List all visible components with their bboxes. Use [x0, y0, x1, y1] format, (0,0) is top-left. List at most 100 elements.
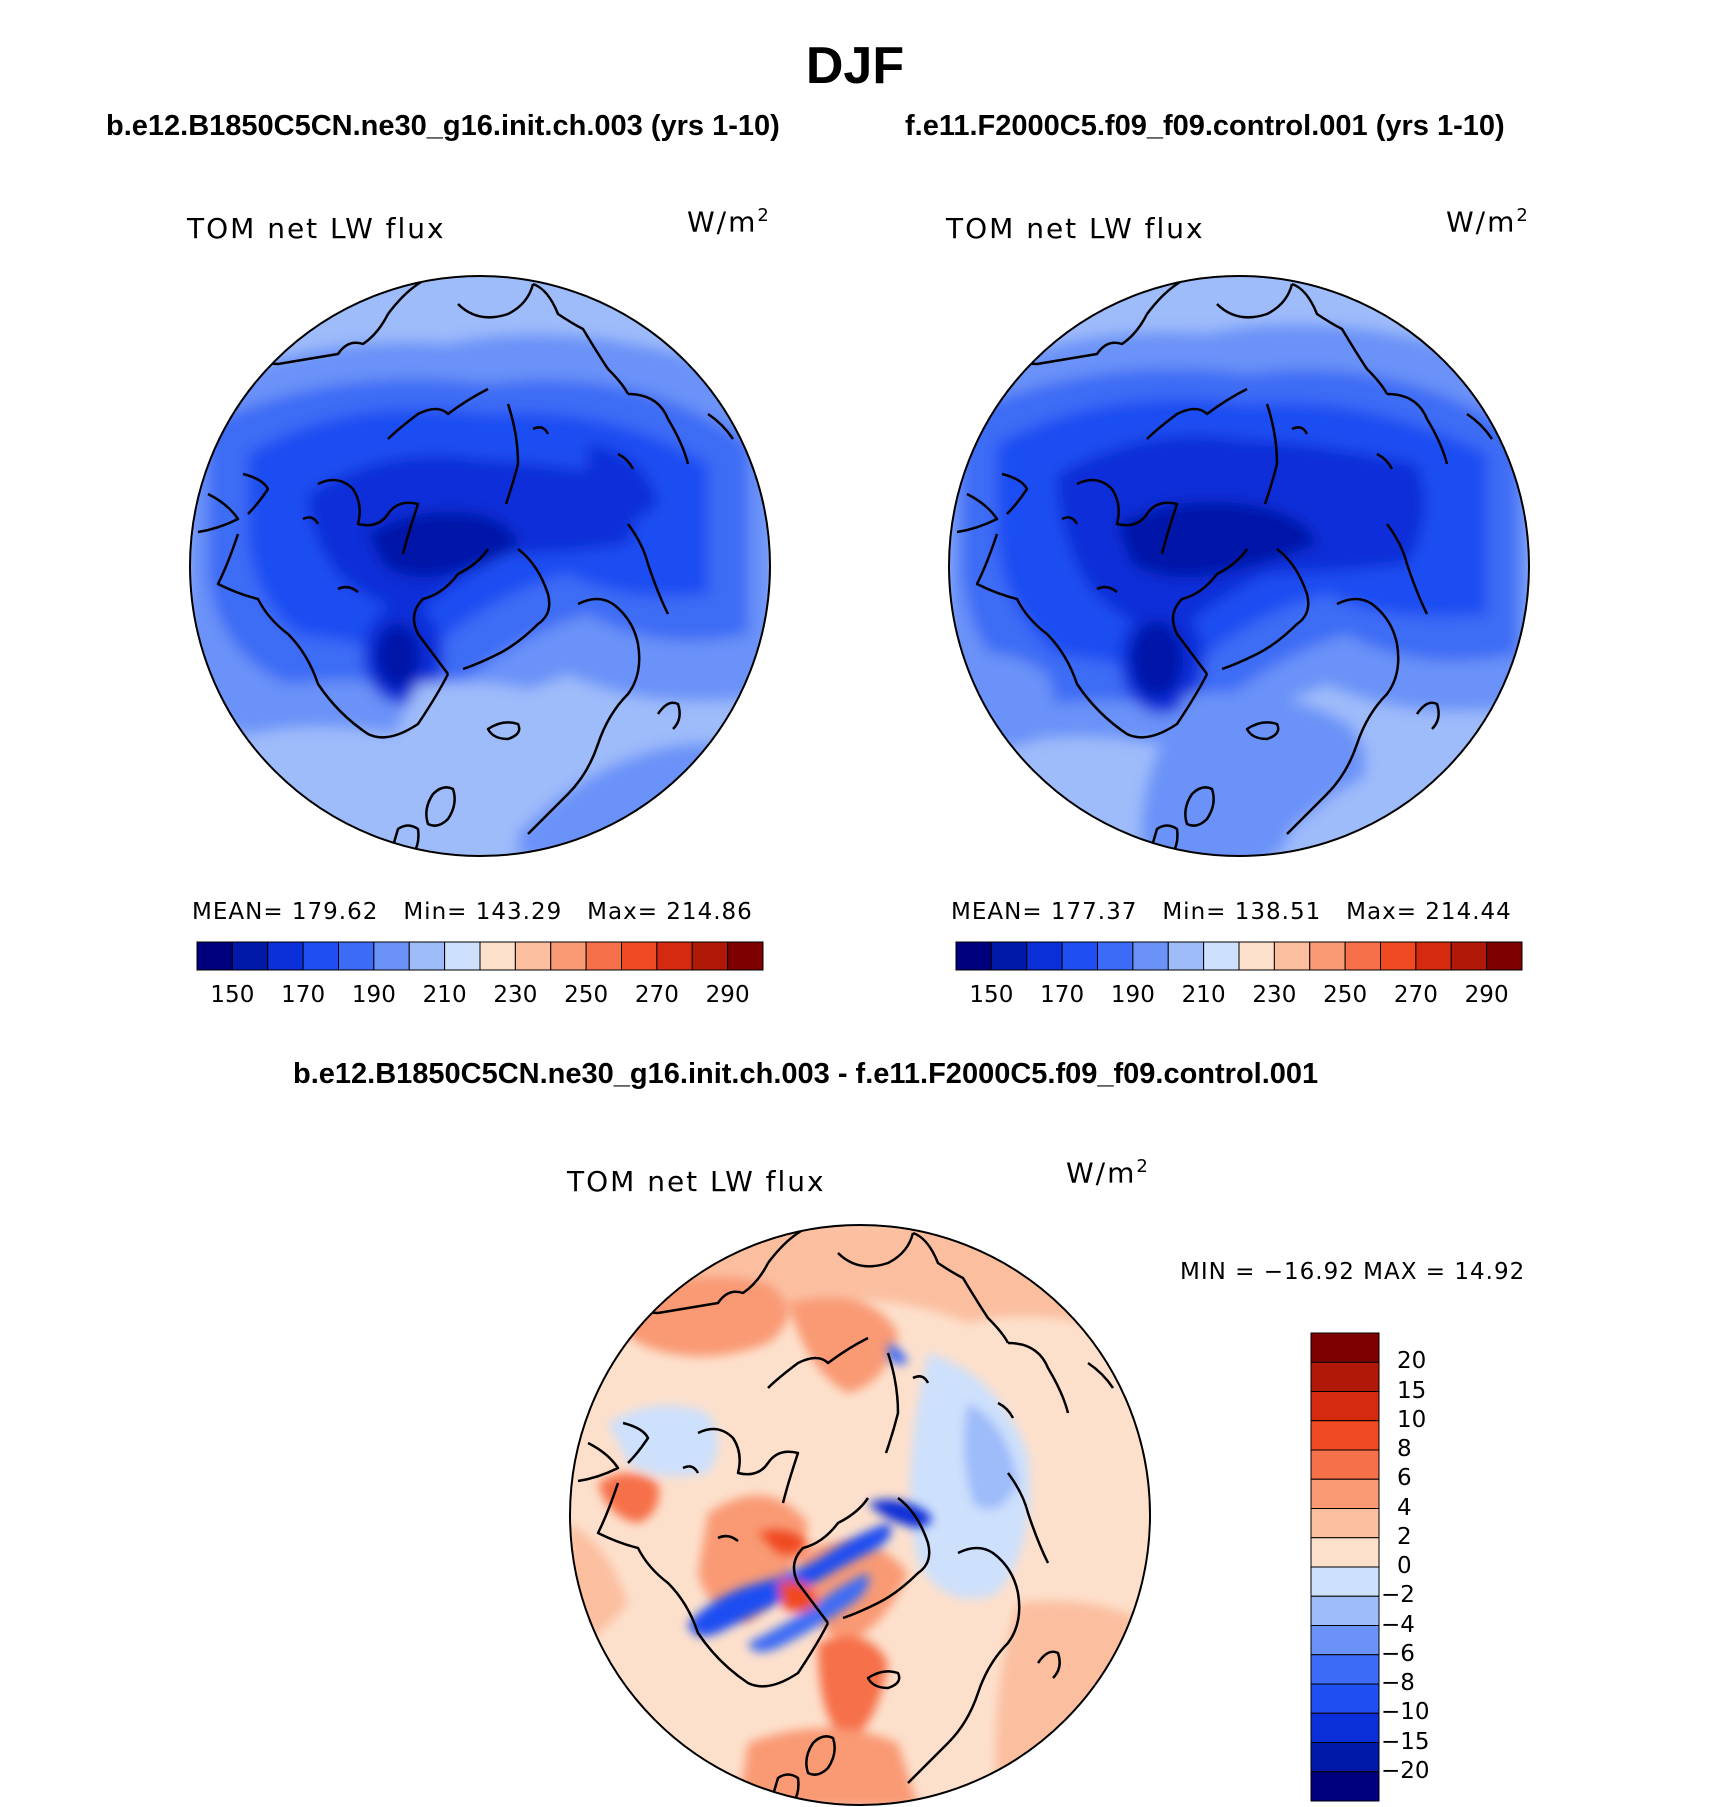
colorbar-swatch: [1310, 1449, 1380, 1480]
colorbar-swatch: [1310, 1625, 1380, 1656]
colorbar-tick-label: 170: [281, 982, 326, 1008]
units-label-left: W/m2: [687, 205, 769, 239]
colorbar-tick-label: 4: [1397, 1494, 1412, 1521]
colorbar-tick-label: 250: [1323, 982, 1368, 1008]
colorbar-swatch: [1310, 1654, 1380, 1685]
colorbar-tick-label: −4: [1381, 1611, 1415, 1638]
colorbar-swatch: [1310, 1742, 1380, 1773]
colorbar-swatch: [1132, 941, 1169, 971]
diff-minmax: MIN = −16.92 MAX = 14.92: [1180, 1259, 1526, 1285]
colorbar-swatch: [1097, 941, 1134, 971]
colorbar-swatch: [1310, 1478, 1380, 1509]
stats-left: MEAN= 179.62 Min= 143.29 Max= 214.86: [192, 899, 753, 925]
colorbar-swatch: [1167, 941, 1205, 971]
variable-label-right: TOM net LW flux: [946, 212, 1205, 245]
colorbar-swatch: [621, 941, 658, 971]
colorbar-tick-label: 20: [1397, 1348, 1427, 1375]
colorbar-swatch: [1310, 1595, 1380, 1626]
colorbar-swatch: [1310, 1566, 1380, 1597]
colorbar-tick-label: −2: [1381, 1582, 1415, 1609]
diff-case-title: b.e12.B1850C5CN.ne30_g16.init.ch.003 - f…: [293, 1058, 1319, 1090]
diff-variable-label: TOM net LW flux: [567, 1165, 826, 1198]
figure-title: DJF: [805, 37, 905, 95]
colorbar-swatch: [585, 941, 622, 971]
colorbar-tick-label: 270: [634, 982, 679, 1008]
colorbar-tick-label: 290: [705, 982, 750, 1008]
colorbar-swatch: [1344, 941, 1381, 971]
colorbar-swatch: [267, 941, 304, 971]
colorbar-tick-label: 230: [1252, 982, 1297, 1008]
colorbar-tick-label: −8: [1381, 1670, 1415, 1696]
colorbar-swatch: [1026, 941, 1063, 971]
colorbar-tick-label: 190: [1110, 982, 1155, 1008]
colorbar-tick-label: −20: [1381, 1757, 1430, 1784]
colorbar-tick-label: 230: [493, 982, 538, 1008]
case-title-right: f.e11.F2000C5.f09_f09.control.001 (yrs 1…: [905, 110, 1505, 142]
colorbar-tick-label: 2: [1397, 1523, 1412, 1550]
colorbar-tick-label: 210: [1181, 982, 1226, 1008]
colorbar-right: [955, 941, 1523, 971]
colorbar-swatch: [1310, 1391, 1380, 1422]
colorbar-tick-label: 210: [422, 982, 467, 1008]
colorbar-swatch: [1310, 1420, 1380, 1451]
colorbar-swatch: [990, 941, 1028, 971]
colorbar-right-labels: 150 170 190 210 230 250 270 290: [0, 982, 1710, 1012]
colorbar-swatch: [373, 941, 410, 971]
colorbar-swatch: [479, 941, 516, 971]
polar-map-left: [189, 275, 771, 857]
units-label-right: W/m2: [1446, 205, 1528, 239]
colorbar-left: [196, 941, 764, 971]
colorbar-tick-label: 0: [1397, 1553, 1412, 1579]
colorbar-tick-label: 170: [1040, 982, 1085, 1008]
colorbar-swatch: [1310, 1712, 1380, 1743]
colorbar-tick-label: 290: [1464, 982, 1509, 1008]
colorbar-swatch: [1310, 1508, 1380, 1539]
colorbar-swatch: [550, 941, 587, 971]
colorbar-swatch: [1061, 941, 1098, 971]
colorbar-tick-label: 150: [969, 982, 1014, 1008]
colorbar-swatch: [1203, 941, 1240, 971]
colorbar-swatch: [408, 941, 446, 971]
colorbar-swatch: [1310, 1771, 1380, 1802]
polar-map-right: [948, 275, 1530, 857]
colorbar-swatch: [955, 941, 992, 971]
colorbar-swatch: [1310, 1332, 1380, 1363]
colorbar-swatch: [231, 941, 269, 971]
colorbar-swatch: [1310, 1537, 1380, 1568]
colorbar-swatch: [656, 941, 693, 971]
colorbar-tick-label: −15: [1381, 1728, 1430, 1755]
diff-units-label: W/m2: [1066, 1156, 1148, 1190]
colorbar-swatch: [691, 941, 729, 971]
colorbar-swatch: [1238, 941, 1275, 971]
colorbar-swatch: [1309, 941, 1346, 971]
colorbar-swatch: [514, 941, 552, 971]
colorbar-swatch: [444, 941, 481, 971]
colorbar-left-labels: 150 170 190 210 230 250 270 290: [0, 982, 1710, 1012]
stats-right: MEAN= 177.37 Min= 138.51 Max= 214.44: [951, 899, 1512, 925]
colorbar-swatch: [1310, 1683, 1380, 1714]
colorbar-tick-label: 250: [564, 982, 609, 1008]
colorbar-tick-label: 150: [210, 982, 255, 1008]
colorbar-tick-label: 6: [1397, 1465, 1412, 1492]
colorbar-swatch: [1415, 941, 1452, 971]
colorbar-swatch: [196, 941, 233, 971]
case-title-left: b.e12.B1850C5CN.ne30_g16.init.ch.003 (yr…: [106, 110, 780, 142]
colorbar-swatch: [1273, 941, 1311, 971]
polar-map-difference: [569, 1224, 1151, 1806]
variable-label-left: TOM net LW flux: [187, 212, 446, 245]
colorbar-tick-label: 15: [1397, 1377, 1427, 1404]
colorbar-swatch: [338, 941, 375, 971]
colorbar-tick-label: 10: [1397, 1406, 1427, 1433]
colorbar-swatch: [302, 941, 339, 971]
colorbar-swatch: [1486, 941, 1523, 971]
colorbar-swatch: [727, 941, 764, 971]
colorbar-difference-labels: 20 15 10 8 6 4 2 0 −2 −4 −6 −8 −10 −15 −20: [1381, 1333, 1503, 1801]
colorbar-difference: [1310, 1332, 1380, 1802]
colorbar-tick-label: 190: [351, 982, 396, 1008]
colorbar-swatch: [1310, 1361, 1380, 1392]
colorbar-tick-label: 8: [1397, 1436, 1412, 1462]
colorbar-tick-label: −6: [1381, 1640, 1415, 1667]
colorbar-tick-label: −10: [1381, 1699, 1430, 1726]
colorbar-swatch: [1380, 941, 1417, 971]
colorbar-tick-label: 270: [1393, 982, 1438, 1008]
